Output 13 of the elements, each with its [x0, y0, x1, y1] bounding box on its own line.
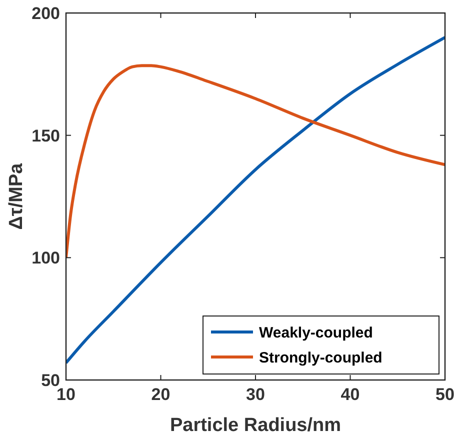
line-series: [66, 36, 445, 364]
x-tick-label: 30: [246, 385, 265, 404]
legend-label: Strongly-coupled: [259, 349, 382, 366]
x-axis-title: Particle Radius/nm: [170, 415, 342, 436]
line-series: [66, 64, 445, 260]
x-tick-label: 20: [151, 385, 170, 404]
y-tick-label: 200: [32, 4, 60, 23]
legend-label: Weakly-coupled: [259, 324, 373, 342]
x-tick-label: 40: [340, 385, 360, 404]
x-tick-label: 50: [436, 385, 454, 404]
y-tick-label: 150: [32, 126, 60, 146]
y-tick-label: 100: [32, 248, 60, 268]
y-axis-title: Δτ/MPa: [6, 162, 27, 230]
